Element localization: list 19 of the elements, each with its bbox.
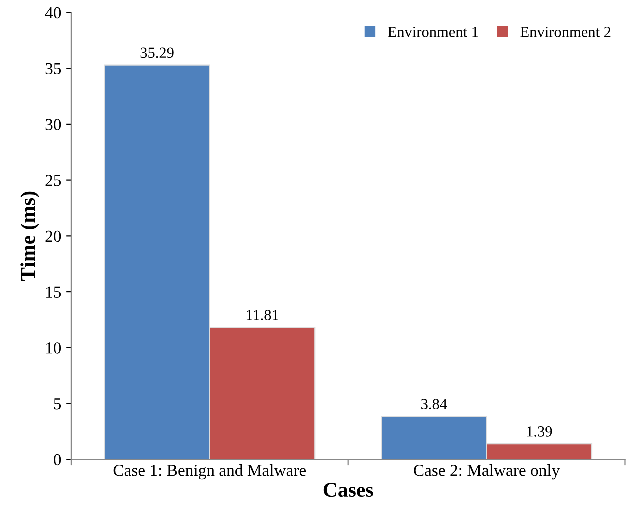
data-label: 11.81 bbox=[246, 310, 278, 320]
x-axis-title: Cases bbox=[324, 483, 374, 498]
data-label: 3.84 bbox=[422, 399, 448, 410]
data-label: 1.39 bbox=[527, 426, 552, 437]
x-tick-label: Case 1: Benign and Malware bbox=[114, 464, 306, 480]
x-tick-label: Case 2: Malware only bbox=[414, 464, 560, 480]
y-tick-label: 15 bbox=[46, 286, 62, 298]
y-tick-label: 35 bbox=[46, 63, 62, 75]
y-tick-label: 20 bbox=[46, 230, 62, 242]
legend-label: Environment 1 bbox=[388, 27, 478, 38]
y-axis-title: Time (ms) bbox=[20, 192, 40, 282]
y-tick-label: 5 bbox=[54, 398, 62, 410]
legend-label: Environment 2 bbox=[520, 27, 611, 38]
y-tick-label: 10 bbox=[46, 342, 62, 354]
y-tick-label: 40 bbox=[45, 7, 62, 19]
y-tick-label: 25 bbox=[46, 175, 62, 186]
data-label: 35.29 bbox=[140, 48, 174, 58]
y-tick-label: 0 bbox=[54, 454, 62, 466]
y-tick-label: 30 bbox=[46, 119, 62, 130]
